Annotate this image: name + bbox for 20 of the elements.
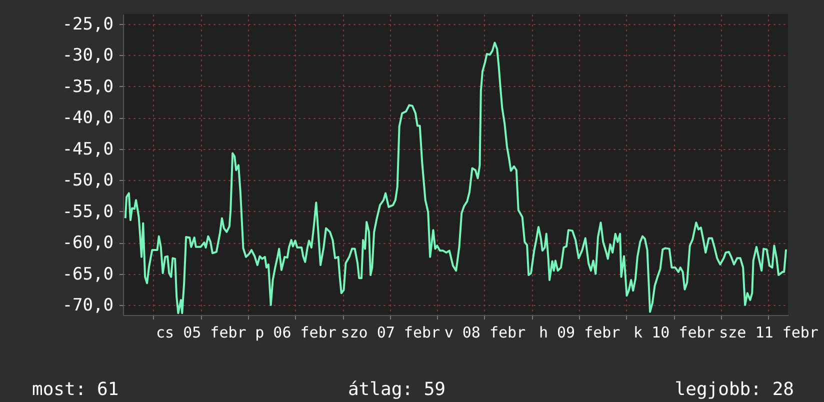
x-tick-label: p 06 febr <box>255 324 336 342</box>
y-tick-label: -55,0 <box>62 202 114 222</box>
text: átlag: 59 <box>348 379 446 400</box>
x-tick-label: sze 11 febr <box>719 324 818 342</box>
x-tick-label: szo 07 febr <box>340 324 440 342</box>
text: legjobb: 28 <box>674 379 794 400</box>
y-tick-label: -65,0 <box>62 264 114 284</box>
y-tick-label: -60,0 <box>62 233 114 254</box>
y-tick-label: -25,0 <box>62 14 114 34</box>
y-tick-label: -45,0 <box>62 139 114 160</box>
x-tick-label: k 10 febr <box>634 324 715 342</box>
y-tick-label: -70,0 <box>62 296 114 316</box>
text: most: 61 <box>32 379 119 400</box>
y-tick-label: -30,0 <box>62 46 114 66</box>
x-tick-label: cs 05 febr <box>156 324 246 342</box>
y-tick-label: -35,0 <box>62 76 114 97</box>
y-tick-label: -50,0 <box>62 170 114 191</box>
y-tick-label: -40,0 <box>62 108 114 128</box>
x-tick-label: h 09 febr <box>538 324 620 342</box>
x-tick-label: v 08 febr <box>444 324 526 342</box>
